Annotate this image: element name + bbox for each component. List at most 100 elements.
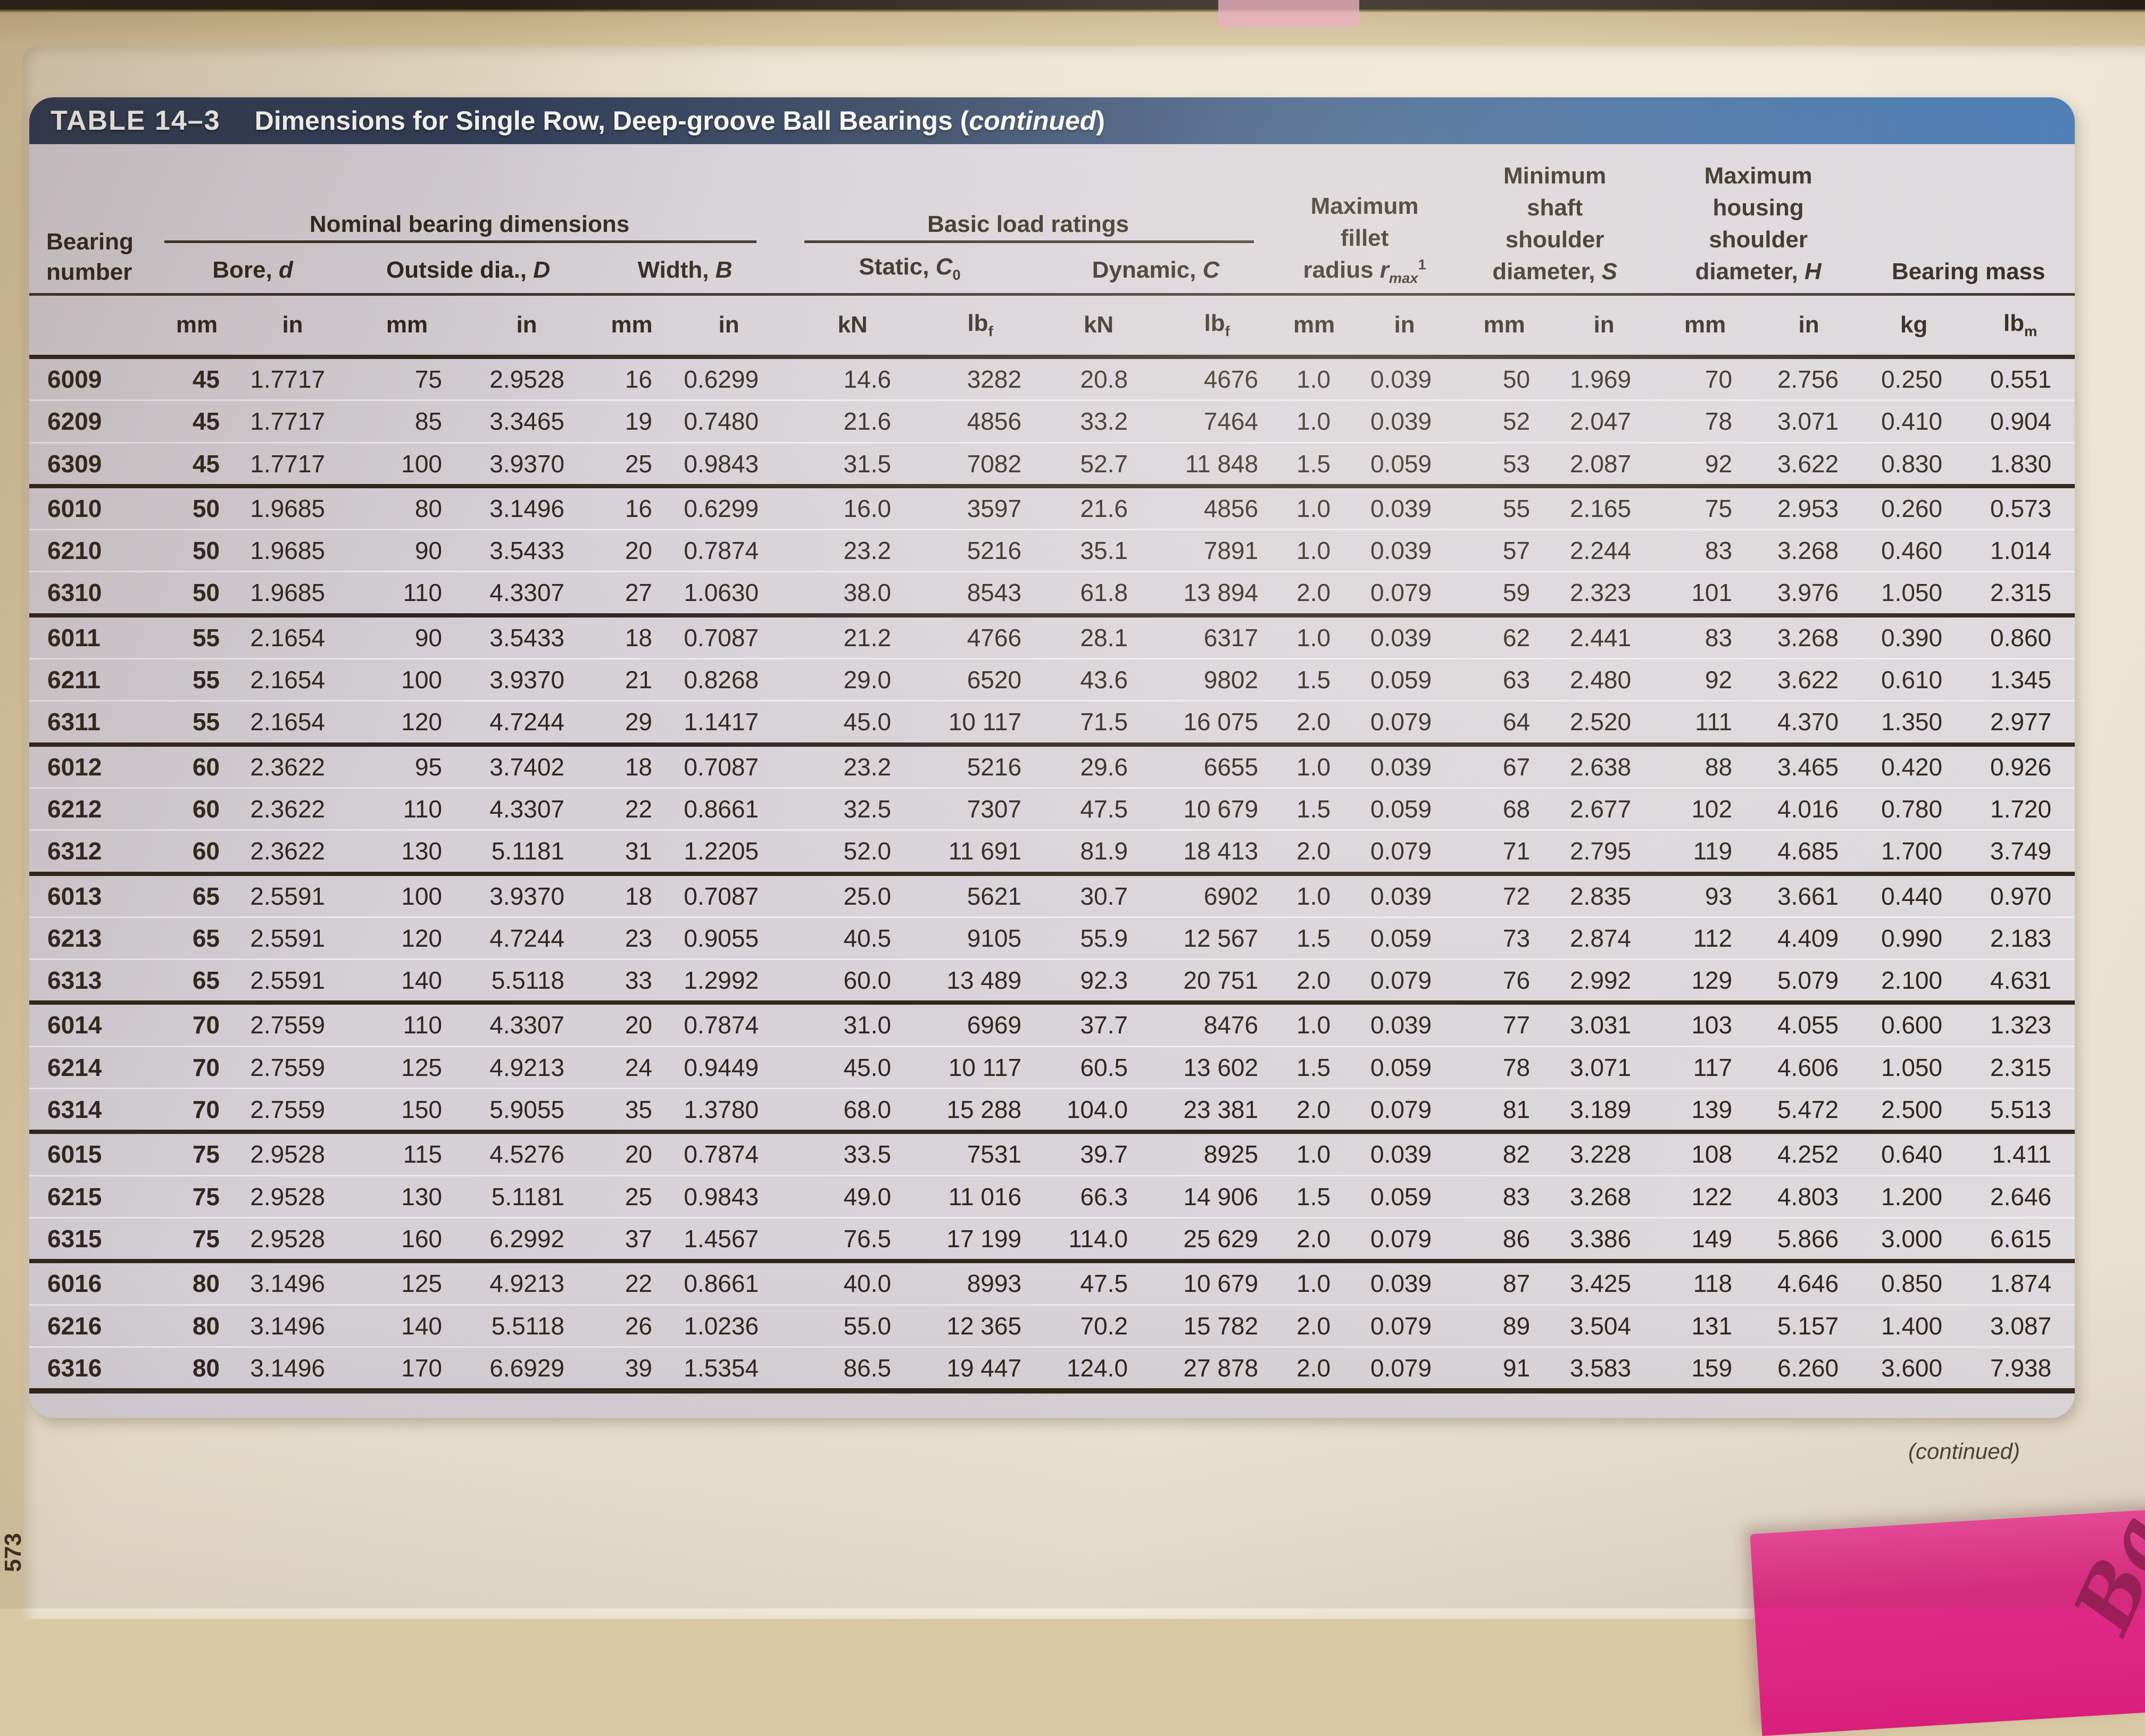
cell: 0.079 — [1354, 958, 1456, 1005]
cell: 4766 — [967, 623, 1022, 652]
shaft-symbol: S — [1601, 258, 1617, 285]
table-row: 6010 50 1.9685 80 3.1496 16 0.6299 16.0 3597 21.6… — [29, 486, 2075, 530]
cell: 1.0 — [1296, 753, 1331, 781]
table-row: 6311 55 2.1654 120 4.7244 29 1.1417 45.0 10 117 7… — [29, 700, 2075, 747]
cell: 2.0 — [1274, 1088, 1354, 1134]
cell: 6969 — [967, 1011, 1022, 1039]
cell: 0.7087 — [684, 623, 759, 652]
cell: 21.2 — [843, 623, 892, 652]
cell: 0.390 — [1881, 623, 1943, 652]
cell: 16.0 — [843, 494, 892, 522]
cell: 4.5276 — [489, 1140, 564, 1169]
cell: 101 — [1655, 571, 1756, 617]
cell: 91 — [1455, 1346, 1554, 1394]
cell: 1.5 — [1274, 658, 1354, 701]
cell: 5216 — [967, 753, 1022, 781]
bearing-number-cell: 6211 — [29, 658, 157, 701]
header-group-basic-load-ratings: Basic load ratings — [782, 144, 1274, 243]
cell: 1.5 — [1274, 787, 1354, 830]
cell: 0.904 — [1966, 399, 2075, 443]
cell: 1.830 — [1966, 441, 2075, 488]
cell: 159 — [1655, 1346, 1756, 1394]
cell: 16 — [625, 494, 652, 522]
cell: 4.631 — [1966, 958, 2075, 1005]
static-symbol-sub: 0 — [952, 266, 961, 283]
cell: 103 — [1691, 1011, 1733, 1039]
bearing-number-cell: 6214 — [29, 1045, 157, 1089]
cell: 1.2992 — [676, 958, 783, 1005]
header-width-label: Width, — [637, 256, 716, 283]
cell: 12 365 — [923, 1304, 1038, 1347]
cell: 4.646 — [1777, 1270, 1839, 1298]
cell: 119 — [1655, 829, 1756, 876]
cell: 92 — [1655, 441, 1756, 488]
cell: 17 199 — [923, 1216, 1038, 1264]
cell: 139 — [1655, 1088, 1756, 1134]
cell: 0.059 — [1354, 916, 1456, 959]
unit-label: in — [1553, 293, 1655, 359]
unit-label: mm — [348, 293, 465, 359]
cell: 95 — [414, 753, 442, 781]
table-title-bar: TABLE 14–3 Dimensions for Single Row, De… — [29, 97, 2075, 144]
cell: 124.0 — [1037, 1346, 1160, 1394]
cell: 18 — [625, 623, 652, 652]
header-bearing-mass-label: Bearing mass — [1891, 258, 2046, 285]
cell: 47.5 — [1080, 1270, 1128, 1298]
cell: 9802 — [1160, 658, 1275, 701]
cell: 1.0 — [1296, 1140, 1331, 1169]
cell: 86 — [1455, 1216, 1554, 1264]
cell: 33.2 — [1037, 399, 1160, 443]
cell: 5.157 — [1756, 1304, 1863, 1347]
cell: 3.749 — [1966, 829, 2075, 876]
unit-label: lbm — [1966, 293, 2075, 359]
bearing-number-cell: 6015 — [47, 1140, 102, 1169]
cell: 14.6 — [843, 365, 892, 393]
cell: 16 075 — [1160, 700, 1275, 747]
cell: 11 848 — [1160, 441, 1275, 488]
cell: 19 — [588, 399, 676, 443]
cell: 6.6929 — [465, 1346, 588, 1394]
cell: 1.5 — [1274, 441, 1354, 488]
cell: 0.7874 — [684, 1140, 759, 1169]
cell: 5.9055 — [465, 1088, 588, 1134]
cell: 76 — [1455, 958, 1554, 1005]
cell: 14 906 — [1160, 1174, 1275, 1218]
header-shaft-line3: shoulder — [1505, 226, 1604, 253]
cell: 3.000 — [1862, 1216, 1966, 1264]
cell: 3.661 — [1777, 882, 1839, 910]
cell: 22 — [625, 1270, 652, 1298]
fillet-footnote-sup: 1 — [1418, 255, 1426, 272]
cell: 2.795 — [1553, 829, 1655, 876]
cell: 1.874 — [1990, 1270, 2052, 1298]
unit-label: mm — [588, 293, 676, 359]
cell: 4856 — [1203, 494, 1259, 522]
cell: 20.8 — [1080, 365, 1128, 393]
cell: 6520 — [923, 658, 1038, 701]
cell: 2.0 — [1274, 829, 1354, 876]
cell: 15 288 — [923, 1088, 1038, 1134]
cell: 65 — [157, 916, 237, 959]
cell: 2.100 — [1862, 958, 1966, 1005]
cell: 75 — [414, 365, 442, 393]
cell: 0.079 — [1354, 1304, 1456, 1347]
cell: 4.3307 — [465, 571, 588, 617]
unit-label: mm — [1455, 293, 1554, 359]
cell: 0.039 — [1370, 1270, 1432, 1298]
unit-label: kg — [1862, 293, 1966, 359]
cell: 55 — [192, 623, 220, 652]
header-shaft-line2: shaft — [1527, 195, 1583, 221]
unit-label: kN — [782, 293, 924, 359]
table-row: 6009 45 1.7717 75 2.9528 16 0.6299 14.6 3282 20.8… — [29, 357, 2075, 400]
table-row: 6015 75 2.9528 115 4.5276 20 0.7874 33.5 7531 39.… — [29, 1132, 2075, 1175]
cell: 130 — [348, 1174, 465, 1218]
table-row: 6312 60 2.3622 130 5.1181 31 1.2205 52.0 11 691 8… — [29, 829, 2075, 876]
cell: 3.5433 — [465, 529, 588, 572]
cell: 0.7480 — [676, 399, 783, 443]
cell: 3.9370 — [465, 658, 588, 701]
cell: 16 — [625, 365, 652, 393]
cell: 2.5591 — [237, 916, 348, 959]
cell: 63 — [1455, 658, 1554, 701]
cell: 5.513 — [1966, 1088, 2075, 1134]
header-group-load-label: Basic load ratings — [927, 211, 1129, 237]
cell: 68 — [1455, 787, 1554, 830]
